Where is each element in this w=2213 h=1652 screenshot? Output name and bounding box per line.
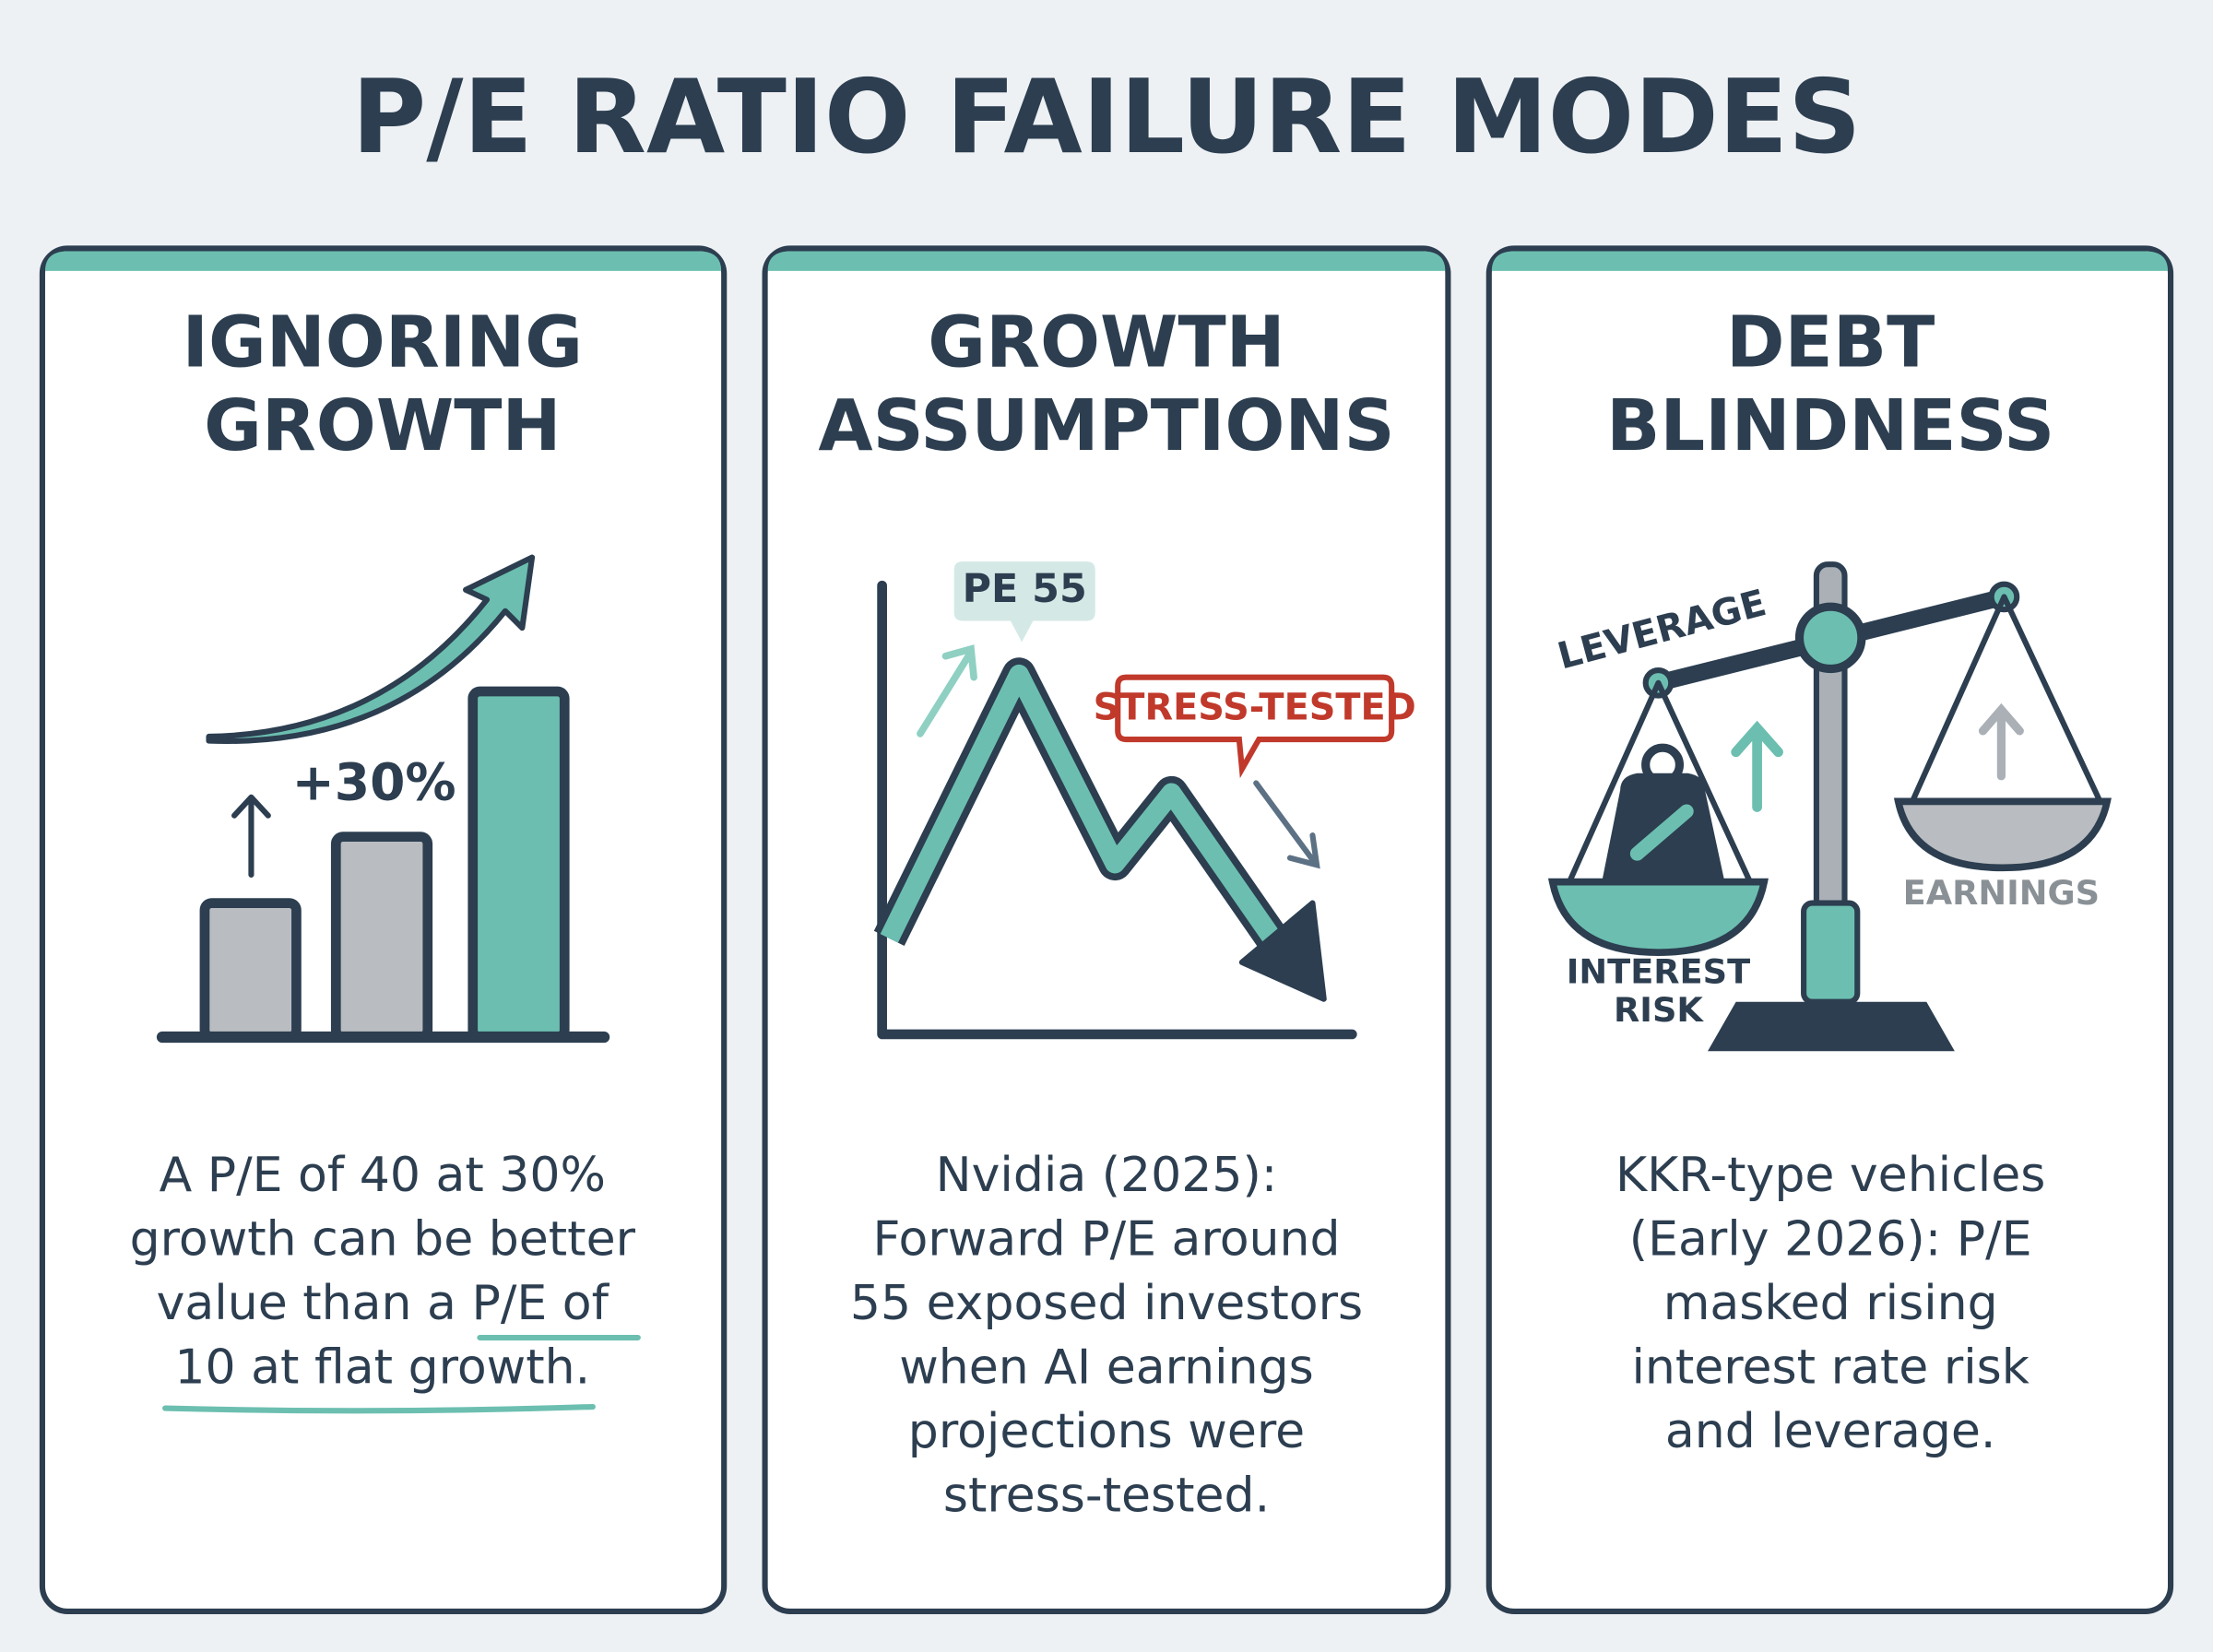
panel-band <box>767 251 1446 271</box>
scale-base <box>1708 1001 1955 1052</box>
illustration-label: PE 55 <box>963 566 1087 612</box>
stamp <box>1115 674 1395 779</box>
bar-icon <box>467 686 570 1043</box>
panel-body-line: Forward P/E around <box>872 1212 1340 1268</box>
panel-body-line: when AI earnings <box>899 1340 1313 1396</box>
panel-title: GROWTH <box>204 385 561 467</box>
panel-band <box>44 251 722 271</box>
panel-body-line: KKR-type vehicles <box>1615 1148 2045 1203</box>
scale-pole-base <box>1801 900 1861 1005</box>
panel-bodies: A P/E of 40 at 30% growth can be better va… <box>130 1148 2046 1523</box>
page-title: P/E RATIO FAILURE MODES <box>352 58 1862 176</box>
illustration-label: +30% <box>292 753 456 812</box>
left-pan <box>1547 878 1769 956</box>
underline <box>162 1334 641 1414</box>
axes <box>877 580 1357 1040</box>
bar-icon <box>330 832 433 1043</box>
illustration-label: STRESS-TESTED <box>1094 686 1416 728</box>
illustration-label: RISK <box>1614 990 1704 1030</box>
panel-body-line: value than a P/E of <box>157 1276 610 1331</box>
panel <box>762 245 1451 1615</box>
growth-arrow <box>206 554 536 745</box>
panel-body-line: interest rate risk <box>1631 1340 2029 1396</box>
bar-icon <box>199 898 302 1043</box>
panel-body-line: masked rising <box>1663 1276 1998 1331</box>
assumptions-illustration: PE 55 STRESS-TESTED <box>873 561 1416 1040</box>
panel-band <box>1491 251 2169 271</box>
chain-icon <box>1629 804 1694 861</box>
trend-line <box>880 664 1285 951</box>
panel-body-line: growth can be better <box>130 1212 636 1268</box>
panel-title: ASSUMPTIONS <box>818 385 1394 467</box>
panel-title: BLINDNESS <box>1606 385 2054 467</box>
small-arrow <box>917 644 977 738</box>
content: P/E RATIO FAILURE MODES IGNORING GROWTH … <box>39 58 2174 1615</box>
panel-body-line: 10 at flat growth. <box>174 1340 590 1396</box>
pan-string <box>1909 594 2103 805</box>
panel-body-line: stress-tested. <box>943 1468 1270 1523</box>
up-arrow <box>1978 702 2024 781</box>
illustration-label: INTEREST <box>1567 952 1750 992</box>
up-arrow <box>1731 720 1783 812</box>
panel-body-line: projections were <box>908 1404 1305 1459</box>
panel-title: GROWTH <box>928 302 1284 384</box>
panel-title: IGNORING <box>182 302 583 384</box>
growth-illustration: +30% <box>156 554 610 1044</box>
panel-body-line: (Early 2026): P/E <box>1629 1212 2032 1268</box>
pan-string <box>1566 679 1754 885</box>
panel-body-line: Nvidia (2025): <box>936 1148 1278 1203</box>
trend-arrowhead <box>1238 900 1327 1002</box>
panel-body-line: and leverage. <box>1665 1404 1996 1459</box>
illustration-label: EARNINGS <box>1903 873 2100 913</box>
callout <box>953 561 1095 643</box>
up-arrow <box>231 794 271 879</box>
panel-body-line: A P/E of 40 at 30% <box>160 1148 606 1203</box>
panel-title: DEBT <box>1726 302 1935 384</box>
weight-handle <box>1641 743 1685 786</box>
panel-body-line: 55 exposed investors <box>850 1276 1363 1331</box>
pivot <box>1794 602 1866 674</box>
right-pan <box>1893 797 2112 872</box>
small-arrow <box>1253 780 1320 869</box>
